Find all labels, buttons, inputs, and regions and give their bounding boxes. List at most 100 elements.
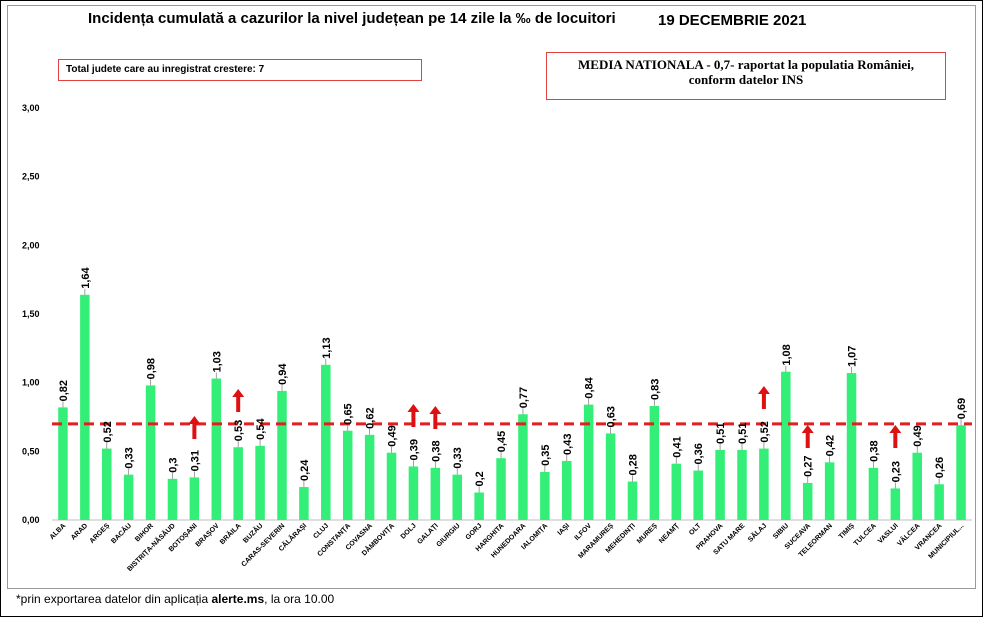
increase-arrow-icon xyxy=(407,404,420,427)
value-label: 0,77 xyxy=(518,387,530,408)
footnote-suffix: , la ora 10.00 xyxy=(264,592,335,606)
value-label: 1,07 xyxy=(847,346,859,367)
category-label: MUREȘ xyxy=(636,522,659,545)
bar xyxy=(474,492,484,520)
value-label: 0,41 xyxy=(671,436,683,457)
value-label: 0,38 xyxy=(868,440,880,461)
value-label: 1,13 xyxy=(321,337,333,358)
bar xyxy=(671,463,682,520)
bar xyxy=(80,294,90,520)
category-label: BACĂU xyxy=(109,521,133,545)
value-label: 1,64 xyxy=(80,266,92,288)
value-label: 0,42 xyxy=(825,435,837,456)
value-label: 0,23 xyxy=(890,461,902,482)
value-label: 0,31 xyxy=(189,450,201,471)
bar xyxy=(562,460,572,520)
category-label: NEAMȚ xyxy=(658,522,681,545)
increase-arrows xyxy=(188,386,902,448)
bar xyxy=(912,452,922,520)
value-label: 0,2 xyxy=(474,471,486,486)
category-label: GORJ xyxy=(465,522,484,541)
label-leader-lines xyxy=(62,288,962,493)
increase-arrow-icon xyxy=(889,425,902,448)
bar xyxy=(321,364,331,520)
value-label: 0,24 xyxy=(299,459,311,481)
category-label: BUZĂU xyxy=(241,521,265,545)
value-label: 0,51 xyxy=(715,423,727,444)
bar xyxy=(846,373,857,520)
bar xyxy=(890,488,901,520)
bar xyxy=(802,482,813,520)
category-label: ILFOV xyxy=(574,522,594,542)
value-label: 0,54 xyxy=(255,418,267,440)
bar xyxy=(189,477,200,520)
value-label: 0,39 xyxy=(408,439,420,460)
value-label: 0,52 xyxy=(102,421,114,442)
increase-arrow-icon xyxy=(757,386,770,409)
bar xyxy=(408,466,419,520)
category-labels: ALBA ARAD ARGEȘ BACĂU BIHORBISTRIȚA-NĂSĂUDBO… xyxy=(49,521,966,573)
y-tick-label: 1,00 xyxy=(22,378,40,388)
value-label: 0,38 xyxy=(430,440,442,461)
footnote: *prin exportarea datelor din aplicația a… xyxy=(16,592,334,606)
bar xyxy=(386,452,397,520)
increase-arrow-icon xyxy=(188,416,201,439)
category-label: ARAD xyxy=(70,522,89,541)
y-axis-ticks: 0,00 0,50 1,00 1,50 2,00 2,50 3,00 xyxy=(22,103,40,525)
bars xyxy=(58,294,966,520)
bar xyxy=(167,478,178,520)
y-tick-label: 2,00 xyxy=(22,240,40,250)
y-tick-label: 0,50 xyxy=(22,446,40,456)
category-label: ARGEȘ xyxy=(89,522,112,545)
bar xyxy=(868,467,879,520)
value-label: 0,51 xyxy=(737,423,749,444)
value-label: 0,35 xyxy=(540,445,552,466)
bar xyxy=(518,414,528,520)
bar xyxy=(277,390,287,520)
category-label: BRAȘOV xyxy=(195,522,221,548)
category-label: TULCEA xyxy=(853,522,878,547)
bar xyxy=(824,462,835,520)
value-label: 0,63 xyxy=(606,406,618,427)
value-label: 0,69 xyxy=(956,398,968,419)
value-label: 0,36 xyxy=(693,443,705,464)
value-label: 0,83 xyxy=(649,379,661,400)
value-label: 0,49 xyxy=(387,425,399,446)
category-label: GIURGIU xyxy=(436,522,462,548)
y-tick-label: 1,50 xyxy=(22,309,40,319)
value-labels: 0,82 1,64 0,52 0,33 0,98 0,3 0,31 1,03 0,53 0,54 0… xyxy=(58,266,968,486)
increase-arrow-icon xyxy=(429,406,442,429)
bar xyxy=(123,474,134,520)
value-label: 0,33 xyxy=(452,447,464,468)
bar xyxy=(145,385,156,520)
value-label: 0,45 xyxy=(496,431,508,452)
chart-title: Incidența cumulată a cazurilor la nivel … xyxy=(88,10,616,27)
category-label: IAȘI xyxy=(557,522,572,537)
y-tick-label: 2,50 xyxy=(22,172,40,182)
national-average-box: MEDIA NATIONALA - 0,7- raportat la popul… xyxy=(546,52,946,100)
category-label: SIBIU xyxy=(772,522,790,540)
bar xyxy=(430,467,441,520)
bar xyxy=(605,433,616,520)
value-label: 0,3 xyxy=(167,458,179,473)
bar xyxy=(540,471,550,520)
category-label: OLT xyxy=(688,522,703,537)
bar xyxy=(627,481,638,520)
footnote-prefix: *prin exportarea datelor din aplicația xyxy=(16,592,212,606)
footnote-app: alerte.ms xyxy=(211,592,265,606)
bar xyxy=(496,458,506,520)
chart-frame xyxy=(7,5,976,589)
value-label: 0,98 xyxy=(146,358,158,379)
chart-date: 19 DECEMBRIE 2021 xyxy=(658,12,807,29)
category-label: CLUJ xyxy=(312,522,330,540)
value-label: 0,26 xyxy=(934,457,946,478)
value-label: 0,62 xyxy=(365,407,377,428)
category-label: TIMIȘ xyxy=(838,522,856,540)
increase-arrow-icon xyxy=(232,389,245,412)
bar xyxy=(233,447,243,520)
bar xyxy=(956,425,966,520)
value-label: 0,49 xyxy=(912,425,924,446)
y-tick-label: 0,00 xyxy=(22,515,40,525)
bar xyxy=(58,407,68,520)
